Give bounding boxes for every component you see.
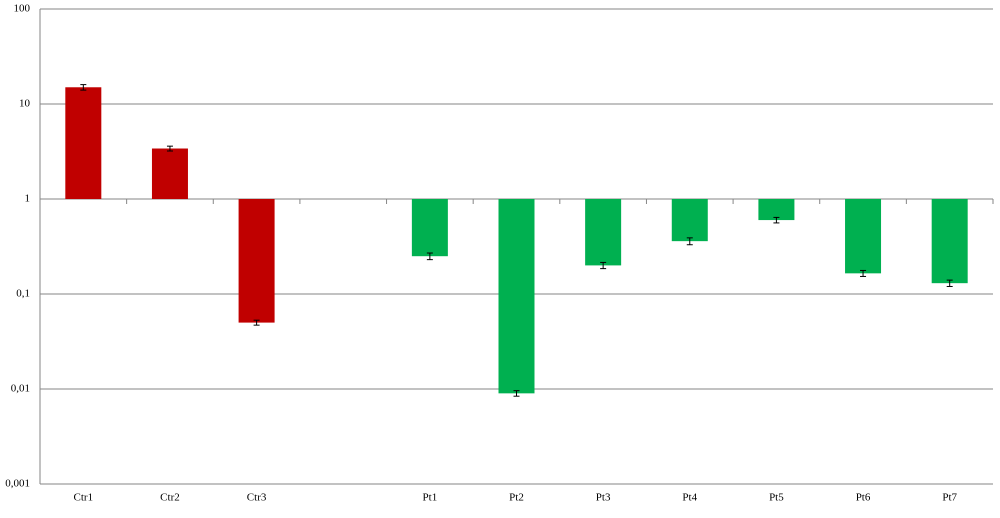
x-tick-label: Ctr3 — [247, 492, 267, 504]
y-tick-label: 1 — [25, 193, 31, 205]
y-tick-label: 0,01 — [11, 383, 30, 395]
x-tick-label: Ctr2 — [160, 492, 180, 504]
bar — [671, 199, 708, 242]
bar — [411, 199, 448, 257]
x-tick-label: Pt7 — [942, 492, 957, 504]
x-tick-label: Pt3 — [596, 492, 611, 504]
bar — [845, 199, 882, 274]
x-tick-label: Ctr1 — [74, 492, 94, 504]
y-tick-label: 0,1 — [16, 288, 30, 300]
bar — [758, 199, 795, 221]
bar — [238, 199, 275, 323]
y-tick-label: 10 — [19, 98, 31, 110]
x-tick-label: Pt4 — [682, 492, 697, 504]
y-tick-label: 0,001 — [5, 478, 30, 490]
y-tick-label: 100 — [14, 3, 31, 15]
bar — [931, 199, 968, 284]
x-tick-label: Pt5 — [769, 492, 784, 504]
bar — [498, 199, 535, 394]
bar — [585, 199, 622, 266]
x-tick-label: Pt6 — [856, 492, 871, 504]
bar — [65, 87, 102, 199]
bar — [151, 148, 188, 199]
x-tick-label: Pt1 — [423, 492, 438, 504]
x-tick-label: Pt2 — [509, 492, 524, 504]
